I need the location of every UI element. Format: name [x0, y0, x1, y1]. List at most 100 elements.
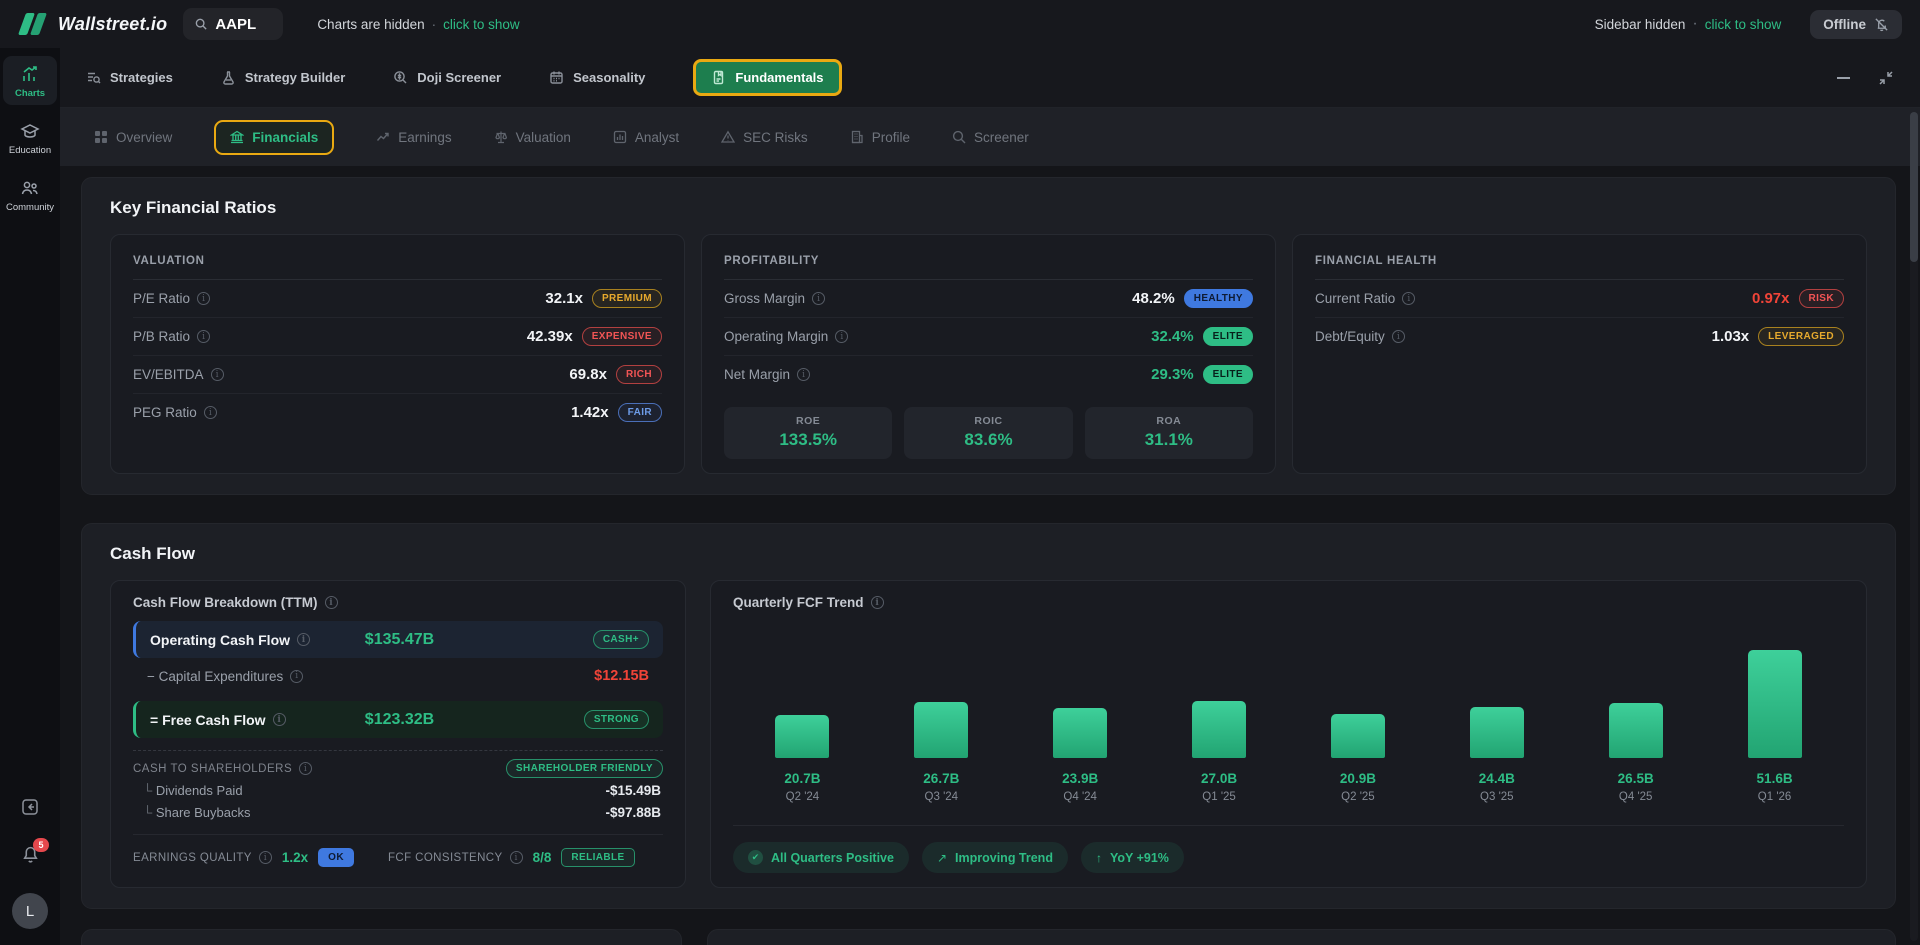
ratio-value: 32.1x — [545, 290, 583, 307]
fcf-bar-quarter: Q4 '24 — [1063, 791, 1097, 803]
yoy-growth-badge[interactable]: YoY +91% — [1080, 842, 1184, 873]
magnifier-icon — [952, 130, 966, 144]
fcf-bar[interactable] — [1053, 708, 1108, 758]
ratio-badge: FAIR — [617, 403, 662, 422]
user-avatar[interactable]: L — [12, 893, 48, 929]
fcf-bar-value: 23.9B — [1062, 771, 1099, 786]
ratio-value: 29.3% — [1151, 366, 1194, 383]
all-quarters-positive-badge[interactable]: All Quarters Positive — [733, 842, 909, 873]
page-content: Key Financial Ratios VALUATION P/E Ratio… — [60, 166, 1920, 945]
ratio-value: 48.2% — [1132, 290, 1175, 307]
fcf-bar[interactable] — [1747, 650, 1802, 758]
ratio-row: EV/EBITDA 69.8x RICH — [133, 356, 662, 394]
fcf-bar-quarter: Q2 '24 — [785, 791, 820, 803]
subtab-analyst[interactable]: Analyst — [613, 130, 679, 145]
fcf-bar[interactable] — [775, 715, 830, 758]
sidebar-item-community[interactable]: Community — [3, 170, 57, 219]
info-icon[interactable] — [1402, 292, 1416, 305]
info-icon[interactable] — [1391, 330, 1405, 343]
tab-doji-screener[interactable]: Doji Screener — [393, 70, 501, 85]
fcf-bar-value: 20.7B — [784, 771, 821, 786]
fcf-bar[interactable] — [914, 702, 969, 758]
ticker-search-input[interactable] — [215, 15, 272, 33]
ratio-value: 42.39x — [526, 328, 573, 345]
info-icon[interactable] — [797, 368, 811, 381]
offline-button[interactable]: Offline — [1810, 9, 1902, 39]
sidebar-hidden-text: Sidebar hidden — [1594, 16, 1686, 32]
info-icon[interactable] — [812, 292, 826, 305]
cash-to-shareholders-row: CASH TO SHAREHOLDERS SHAREHOLDER FRIENDL… — [133, 759, 663, 778]
ratio-badge: LEVERAGED — [1758, 327, 1844, 346]
fundamentals-subtab-bar: Overview Financials Earnings Valuation A… — [60, 108, 1920, 166]
fcf-bar[interactable] — [1330, 714, 1385, 758]
notifications-off-icon — [1875, 17, 1888, 31]
fcf-consistency-label: FCF CONSISTENCY — [388, 851, 523, 864]
row-value: -$97.88B — [605, 805, 661, 820]
ratio-value: 32.4% — [1151, 328, 1194, 345]
tab-seasonality[interactable]: Seasonality — [549, 70, 645, 85]
chart-insight-badges: All Quarters Positive Improving Trend Yo… — [733, 842, 1844, 873]
ratio-label: PEG Ratio — [133, 405, 217, 420]
fcf-bar-value: 26.5B — [1617, 771, 1654, 786]
card-header: PROFITABILITY — [724, 249, 1253, 280]
info-icon[interactable] — [203, 406, 217, 419]
subtab-screener[interactable]: Screener — [952, 130, 1029, 145]
collapse-panel-button[interactable] — [21, 798, 39, 821]
subtab-financials[interactable]: Financials — [214, 119, 335, 155]
ratio-row: Net Margin 29.3% ELITE — [724, 356, 1253, 393]
info-icon[interactable] — [509, 851, 523, 864]
fcf-bar-column: 26.5B Q4 '25 — [1566, 646, 1705, 803]
building-icon — [851, 130, 863, 144]
info-icon[interactable] — [297, 633, 311, 646]
tab-strategy-builder[interactable]: Strategy Builder — [221, 70, 345, 85]
cash-flow-section: Cash Flow Cash Flow Breakdown (TTM) Oper… — [81, 523, 1896, 909]
sidebar-item-education[interactable]: Education — [3, 113, 57, 162]
operating-cash-flow-row: Operating Cash Flow $135.47B CASH+ — [133, 621, 663, 658]
ratio-badge: ELITE — [1202, 365, 1253, 384]
fcf-bar-column: 24.4B Q3 '25 — [1427, 646, 1566, 803]
financial-health-card: FINANCIAL HEALTH Current Ratio 0.97x RISK — [1292, 234, 1867, 474]
card-title: Quarterly FCF Trend — [733, 595, 1844, 610]
fcf-bar-quarter: Q3 '24 — [924, 791, 959, 803]
tab-strategies[interactable]: Strategies — [86, 70, 173, 85]
subtab-valuation[interactable]: Valuation — [494, 130, 571, 145]
info-icon[interactable] — [210, 368, 224, 381]
sidebar-item-charts[interactable]: Charts — [3, 56, 57, 105]
improving-trend-badge[interactable]: Improving Trend — [921, 842, 1068, 873]
subtab-overview[interactable]: Overview — [94, 130, 172, 145]
info-icon[interactable] — [272, 713, 286, 726]
info-icon[interactable] — [324, 596, 338, 609]
info-icon[interactable] — [197, 330, 211, 343]
fcf-bar[interactable] — [1192, 701, 1247, 758]
fcf-bar-column: 51.6B Q1 '26 — [1705, 646, 1844, 803]
fcf-bar[interactable] — [1469, 707, 1524, 758]
fcf-bar-column: 26.7B Q3 '24 — [872, 646, 1011, 803]
stat-label: ROE — [796, 415, 821, 427]
tab-fundamentals[interactable]: Fundamentals — [693, 59, 842, 96]
subtab-profile[interactable]: Profile — [850, 130, 910, 145]
subtab-sec-risks[interactable]: SEC Risks — [721, 130, 808, 145]
info-icon[interactable] — [299, 762, 313, 775]
info-icon[interactable] — [835, 330, 849, 343]
fcf-bar[interactable] — [1608, 703, 1663, 758]
exit-fullscreen-icon[interactable] — [1878, 70, 1894, 86]
info-icon[interactable] — [258, 851, 272, 864]
subtab-earnings[interactable]: Earnings — [376, 130, 452, 145]
charts-icon — [23, 66, 37, 81]
next-sections-row: Balance Sheet Snapshot Dividend History — [81, 929, 1896, 945]
tool-tab-bar: Strategies Strategy Builder Doji Screene… — [60, 48, 1920, 108]
charts-hidden-hint: Charts are hidden click to show — [317, 17, 519, 32]
page-scrollbar[interactable] — [1910, 112, 1918, 941]
info-icon[interactable] — [197, 292, 211, 305]
scrollbar-thumb[interactable] — [1910, 112, 1918, 262]
ratio-row: PEG Ratio 1.42x FAIR — [133, 394, 662, 431]
flask-icon — [223, 71, 234, 85]
minimize-icon[interactable] — [1837, 76, 1850, 79]
show-charts-link[interactable]: click to show — [443, 16, 520, 32]
stat-value: 133.5% — [779, 430, 837, 449]
show-sidebar-link[interactable]: click to show — [1704, 16, 1782, 32]
ticker-search[interactable] — [183, 8, 284, 40]
notifications-button[interactable]: 5 — [21, 838, 49, 869]
info-icon[interactable] — [290, 669, 304, 683]
info-icon[interactable] — [870, 596, 884, 609]
